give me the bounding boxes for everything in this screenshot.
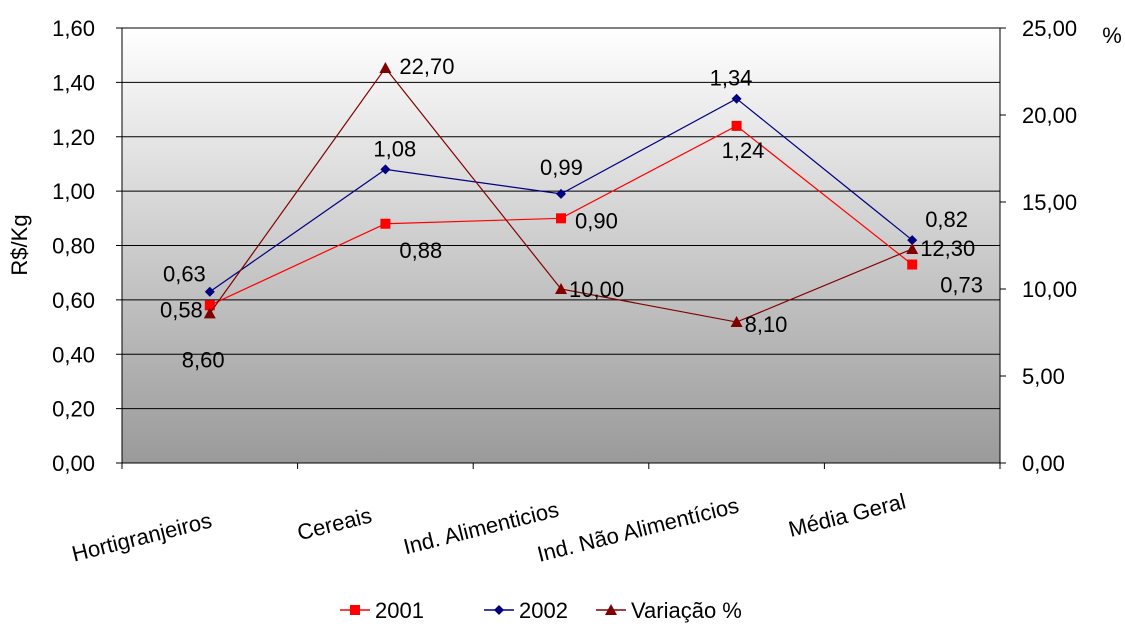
series-variacao-point — [555, 283, 567, 294]
series-2002-data-label: 0,82 — [925, 207, 968, 232]
series-variacao-point — [379, 62, 392, 74]
series-2001-point — [204, 300, 215, 311]
series-variacao-data-label: 12,30 — [920, 236, 975, 261]
right-tick-label: 0,00 — [1022, 451, 1065, 476]
left-tick-label: 1,60 — [52, 16, 95, 41]
left-tick-label: 0,00 — [52, 451, 95, 476]
x-category-label: Média Geral — [786, 489, 908, 542]
series-2002-point — [380, 164, 391, 175]
y2-axis-title: % — [1102, 23, 1122, 48]
series-2002-point — [204, 286, 215, 297]
right-tick-label: 25,00 — [1022, 16, 1077, 41]
legend-marker-series-2001 — [350, 605, 360, 615]
series-variacao-point — [730, 316, 743, 328]
series-variacao-point — [906, 242, 919, 254]
series-2002-point — [731, 93, 742, 104]
series-2001-data-label: 0,88 — [399, 238, 442, 263]
legend: 2001 2002 Variação % — [340, 598, 742, 623]
series-2001-point — [380, 218, 391, 229]
right-tick-label: 15,00 — [1022, 190, 1077, 215]
left-tick-label: 0,40 — [52, 342, 95, 367]
left-tick-label: 0,80 — [52, 234, 95, 259]
x-category-label: Ind. Não Alimentícios — [535, 493, 742, 567]
series-2001-data-label: 1,24 — [722, 138, 765, 163]
series-2002-data-label: 0,63 — [163, 262, 206, 287]
right-tick-label: 20,00 — [1022, 103, 1077, 128]
left-axis: 0,00 0,20 0,40 0,60 0,80 1,00 1,20 1,40 1,60 — [52, 16, 123, 476]
series-2002-point — [556, 188, 566, 199]
right-tick-label: 5,00 — [1022, 364, 1065, 389]
left-tick-label: 1,00 — [52, 179, 95, 204]
series-2001-point — [907, 259, 918, 270]
series-2001-data-label: 0,90 — [575, 208, 618, 233]
series-variacao-point — [203, 307, 216, 319]
series-2001-data-label: 0,58 — [160, 297, 203, 322]
series-2002-point — [907, 235, 918, 246]
legend-marker-series-2002 — [494, 605, 504, 615]
series-2001-data-label: 0,73 — [940, 273, 983, 298]
right-axis: 0,00 5,00 10,00 15,00 20,00 25,00 — [999, 16, 1077, 476]
x-category-label: Cereais — [295, 503, 375, 546]
series-2001-point — [556, 213, 566, 224]
left-tick-label: 1,20 — [52, 125, 95, 150]
series-2001-point — [731, 120, 742, 131]
series-2002-data-label: 0,99 — [540, 155, 583, 180]
series-variacao-data-label: 10,00 — [569, 277, 624, 302]
x-axis: Hortigranjeiros Cereais Ind. AlimenticiosI… — [69, 462, 1001, 567]
legend-label-series-2002: 2002 — [519, 598, 568, 623]
legend-marker-series-variacao — [605, 604, 617, 615]
x-category-label: Hortigranjeiros — [69, 508, 214, 567]
legend-label-series-variacao: Variação % — [631, 598, 742, 623]
y-axis-title: R$/Kg — [7, 214, 32, 275]
data-labels: 0,58 0,88 0,90 1,24 0,73 0,63 1,08 0,99 1,34 0,82… — [160, 54, 983, 372]
left-tick-label: 1,40 — [52, 70, 95, 95]
series-variacao-data-label: 22,70 — [399, 54, 454, 79]
legend-label-series-2001: 2001 — [375, 598, 424, 623]
series-variacao-data-label: 8,60 — [182, 347, 225, 372]
series-2002-data-label: 1,34 — [710, 66, 753, 91]
series-2002-data-label: 1,08 — [373, 136, 416, 161]
left-tick-label: 0,60 — [52, 288, 95, 313]
left-tick-label: 0,20 — [52, 397, 95, 422]
right-tick-label: 10,00 — [1022, 277, 1077, 302]
series-variacao-data-label: 8,10 — [745, 312, 788, 337]
series-layer — [203, 62, 919, 328]
